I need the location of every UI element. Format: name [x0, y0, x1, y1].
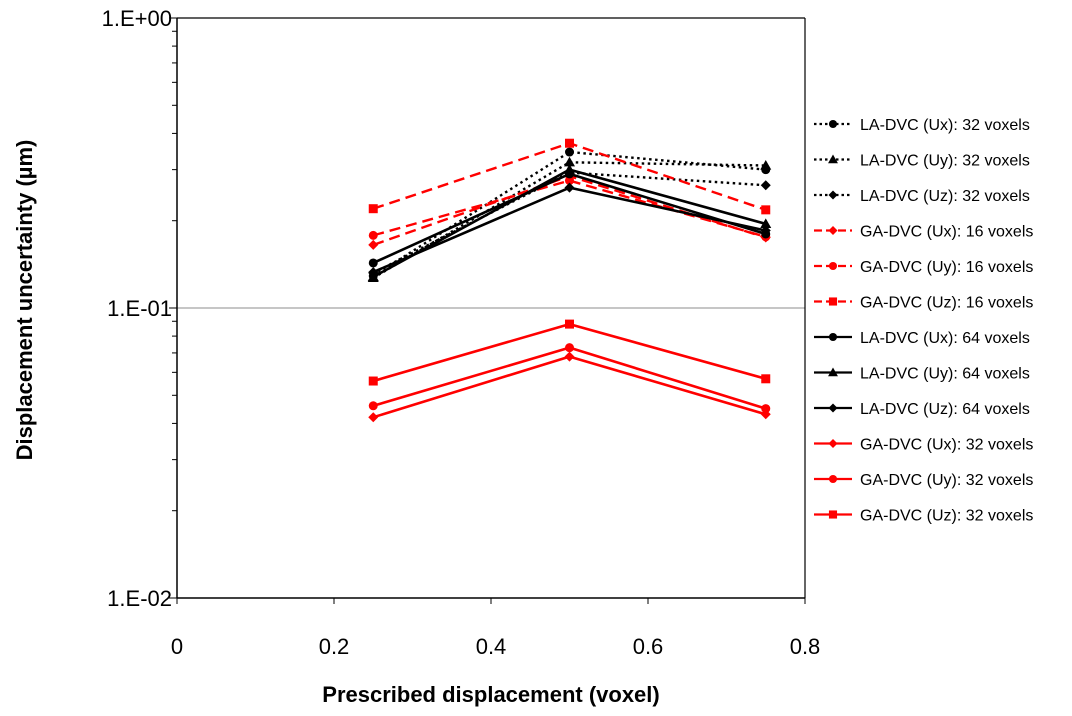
y-tick-label: 1.E+00: [102, 6, 172, 31]
legend-marker: [828, 119, 838, 129]
y-axis-title: Displacement uncertainty (µm): [12, 140, 37, 461]
legend-item-9: LA-DVC (Uz): 64 voxels: [814, 401, 1030, 418]
data-point: [565, 319, 574, 329]
legend-label: GA-DVC (Uy): 16 voxels: [860, 259, 1033, 276]
legend-item-12: GA-DVC (Uz): 32 voxels: [814, 508, 1033, 525]
data-point: [760, 225, 771, 236]
legend-item-10: GA-DVC (Ux): 32 voxels: [814, 437, 1033, 454]
legend-label: LA-DVC (Uz): 64 voxels: [860, 401, 1030, 418]
data-point: [761, 205, 771, 215]
data-point: [760, 160, 772, 170]
x-tick-label: 0: [171, 634, 183, 659]
data-point: [565, 343, 574, 353]
y-tick-label: 1.E-02: [107, 586, 172, 611]
legend-label: GA-DVC (Ux): 32 voxels: [860, 437, 1033, 454]
legend-item-6: GA-DVC (Uz): 16 voxels: [814, 295, 1033, 312]
data-point: [564, 156, 575, 167]
data-point: [368, 401, 378, 411]
data-point: [368, 258, 378, 268]
legend-marker: [828, 403, 838, 413]
legend-item-3: LA-DVC (Uz): 32 voxels: [814, 188, 1030, 205]
data-point: [368, 230, 378, 240]
legend-marker: [828, 510, 838, 519]
legend-marker: [828, 297, 838, 306]
legend-marker: [828, 332, 838, 342]
series-9: [368, 182, 771, 278]
series-12: [368, 319, 771, 386]
legend-label: GA-DVC (Ux): 16 voxels: [860, 224, 1033, 241]
y-tick-label: 1.E-01: [107, 296, 172, 321]
series-11: [368, 343, 771, 414]
data-point: [564, 164, 575, 174]
data-point: [760, 218, 772, 229]
legend-marker: [828, 226, 838, 235]
legend-label: GA-DVC (Uy): 32 voxels: [860, 472, 1033, 489]
axes: 1.E-02 1.E-01 1.E+00 0 0.2 0.4 0.6 0.8: [102, 6, 821, 659]
legend-label: LA-DVC (Ux): 32 voxels: [860, 117, 1030, 134]
legend-item-2: LA-DVC (Uy): 32 voxels: [814, 153, 1030, 170]
legend-label: LA-DVC (Uy): 64 voxels: [860, 366, 1030, 383]
series-6: [368, 138, 771, 215]
data-point: [368, 204, 378, 214]
data-point: [565, 138, 574, 148]
data-point: [368, 267, 379, 278]
data-point: [761, 404, 771, 414]
legend-marker: [828, 474, 838, 484]
legend-marker: [828, 190, 838, 200]
x-tick-label: 0.8: [790, 634, 821, 659]
legend-marker: [828, 261, 838, 271]
data-point: [565, 176, 574, 186]
data-point: [368, 239, 379, 250]
data-point: [760, 180, 771, 191]
legend-label: LA-DVC (Ux): 64 voxels: [860, 330, 1030, 347]
series-line: [372, 171, 766, 275]
legend-item-7: LA-DVC (Ux): 64 voxels: [814, 330, 1030, 347]
data-point: [564, 351, 575, 362]
data-point: [564, 182, 575, 193]
legend-marker: [828, 439, 838, 448]
data-point: [565, 147, 574, 157]
data-point: [368, 376, 378, 386]
legend-item-8: LA-DVC (Uy): 64 voxels: [814, 366, 1030, 383]
legend-label: GA-DVC (Uz): 16 voxels: [860, 295, 1033, 312]
legend-label: LA-DVC (Uz): 32 voxels: [860, 188, 1030, 205]
x-tick-label: 0.2: [319, 634, 350, 659]
legend: LA-DVC (Ux): 32 voxels LA-DVC (Uy): 32 vo…: [814, 117, 1033, 525]
data-point: [761, 374, 771, 384]
data-point: [368, 412, 379, 423]
legend-marker: [828, 367, 838, 377]
legend-marker: [828, 154, 838, 164]
x-tick-label: 0.6: [633, 634, 664, 659]
legend-item-1: LA-DVC (Ux): 32 voxels: [814, 117, 1030, 134]
legend-item-4: GA-DVC (Ux): 16 voxels: [814, 224, 1033, 241]
legend-item-5: GA-DVC (Uy): 16 voxels: [814, 259, 1033, 276]
x-axis-title: Prescribed displacement (voxel): [322, 682, 659, 707]
series-group: [367, 138, 772, 423]
legend-label: LA-DVC (Uy): 32 voxels: [860, 153, 1030, 170]
legend-item-11: GA-DVC (Uy): 32 voxels: [814, 472, 1033, 489]
legend-label: GA-DVC (Uz): 32 voxels: [860, 508, 1033, 525]
x-tick-label: 0.4: [476, 634, 507, 659]
